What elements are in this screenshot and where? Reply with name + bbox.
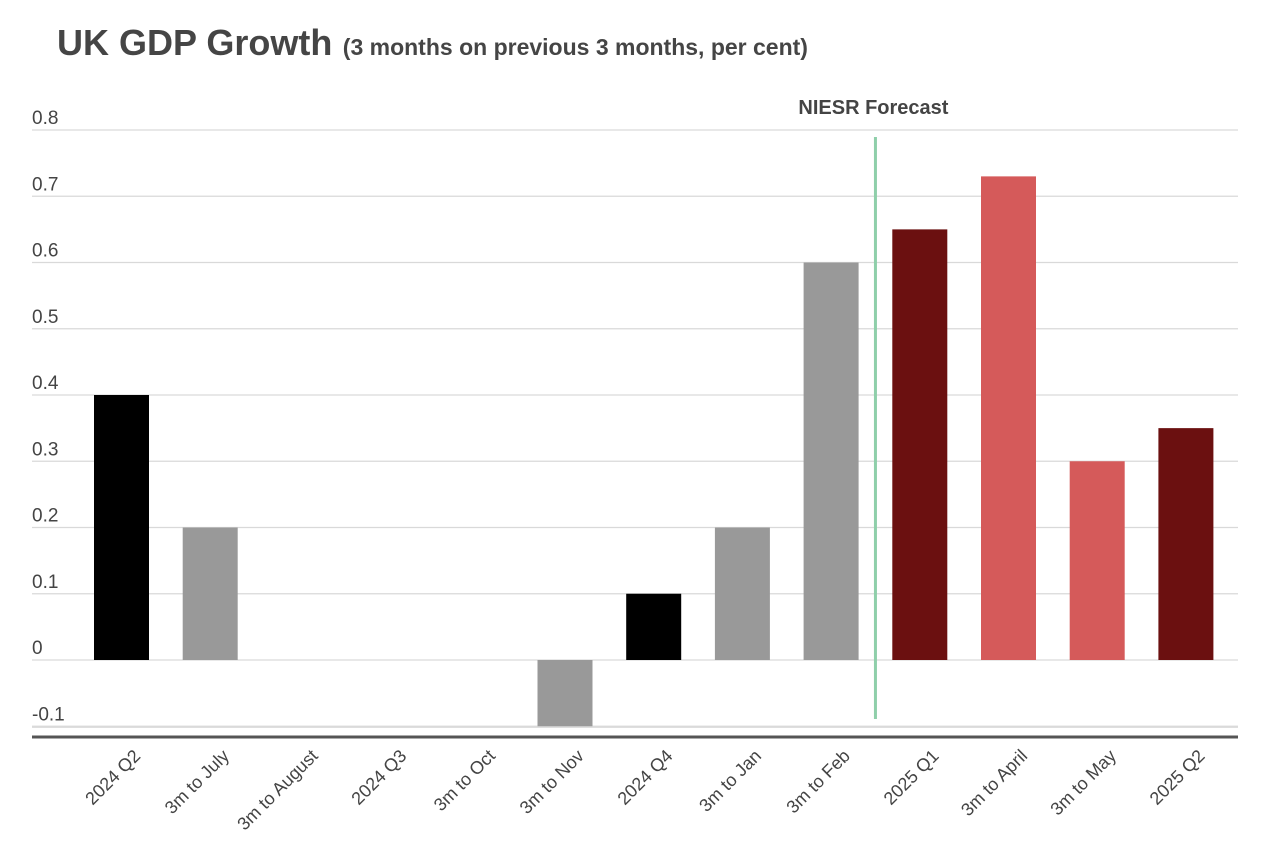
y-tick-label: 0.7 bbox=[32, 174, 58, 195]
x-axis: 2024 Q2 3m to July 3m to August 2024 Q3 3m t… bbox=[81, 746, 1208, 834]
bar bbox=[1069, 461, 1125, 660]
bar bbox=[803, 262, 859, 660]
y-tick-label: 0.3 bbox=[32, 439, 58, 460]
bar bbox=[981, 176, 1036, 660]
bar bbox=[537, 660, 593, 727]
bar bbox=[1158, 428, 1214, 660]
x-tick-label: 3m to August bbox=[233, 746, 321, 834]
bar bbox=[714, 527, 770, 660]
x-tick-label: 3m to May bbox=[1046, 746, 1120, 820]
y-tick-label: 0.2 bbox=[32, 506, 58, 527]
bar bbox=[626, 593, 682, 660]
bar bbox=[182, 527, 238, 660]
x-tick-label: 2025 Q2 bbox=[1146, 746, 1209, 809]
x-tick-label: 2024 Q2 bbox=[81, 746, 144, 809]
chart-subtitle: (3 months on previous 3 months, per cent… bbox=[342, 34, 808, 60]
chart-title: UK GDP Growth bbox=[57, 22, 333, 63]
bar bbox=[892, 229, 948, 660]
x-tick-label: 2024 Q4 bbox=[614, 746, 677, 809]
x-tick-label: 3m to Nov bbox=[516, 746, 588, 818]
y-tick-label: 0.6 bbox=[32, 241, 58, 262]
x-tick-label: 3m to April bbox=[957, 746, 1031, 820]
bar bbox=[94, 395, 149, 660]
y-tick-label: 0.4 bbox=[32, 373, 59, 394]
y-tick-label: 0 bbox=[32, 638, 43, 659]
x-tick-label: 3m to Feb bbox=[782, 746, 853, 817]
y-axis: 0.8 0.7 0.6 0.5 0.4 0.3 0.2 0.1 0 -0.1 bbox=[32, 108, 65, 725]
x-tick-label: 3m to July bbox=[161, 746, 233, 818]
forecast-annotation: NIESR Forecast bbox=[798, 97, 949, 719]
x-tick-label: 3m to Jan bbox=[695, 746, 765, 816]
bars bbox=[94, 176, 1214, 727]
y-tick-label: 0.8 bbox=[32, 108, 58, 129]
x-tick-label: 2025 Q1 bbox=[880, 746, 943, 809]
x-tick-label: 3m to Oct bbox=[430, 746, 499, 815]
forecast-label: NIESR Forecast bbox=[798, 97, 948, 119]
chart-title-row: UK GDP Growth (3 months on previous 3 mo… bbox=[57, 22, 808, 64]
y-tick-label: -0.1 bbox=[32, 704, 65, 725]
x-tick-label: 2024 Q3 bbox=[347, 746, 410, 809]
y-tick-label: 0.5 bbox=[32, 307, 58, 328]
y-tick-label: 0.1 bbox=[32, 572, 58, 593]
